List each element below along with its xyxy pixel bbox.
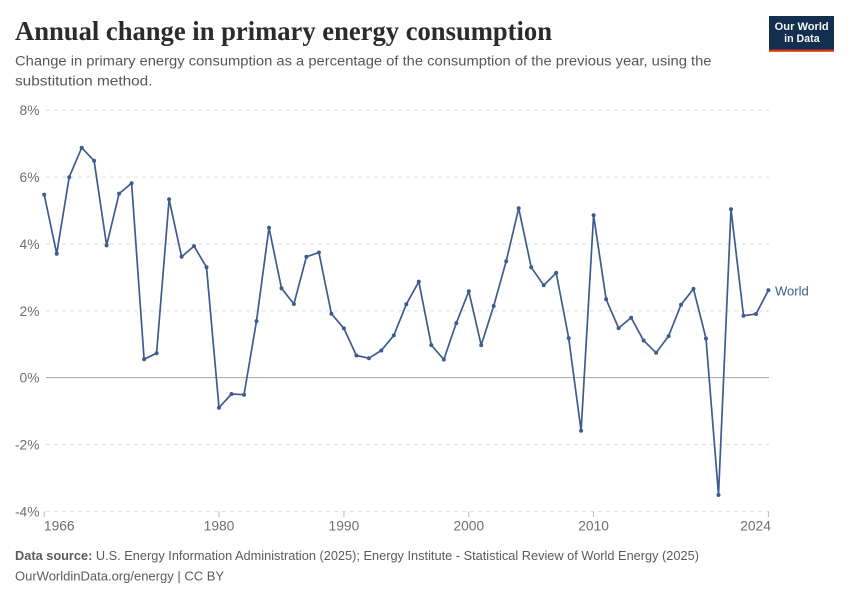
svg-text:2024: 2024 [740,519,771,534]
svg-text:Data source: U.S. Energy Infor: Data source: U.S. Energy Information Adm… [15,548,699,563]
svg-text:Annual change in primary energ: Annual change in primary energy consumpt… [15,16,552,46]
svg-text:1990: 1990 [329,519,360,534]
svg-text:-2%: -2% [15,438,40,453]
svg-text:substitution method.: substitution method. [15,74,153,90]
svg-text:OurWorldinData.org/energy | CC: OurWorldinData.org/energy | CC BY [15,569,224,584]
svg-text:0%: 0% [20,371,40,386]
svg-text:6%: 6% [20,170,40,185]
svg-text:Our World: Our World [775,21,829,33]
svg-text:2000: 2000 [453,519,484,534]
svg-text:World: World [775,284,809,299]
svg-text:1980: 1980 [204,519,235,534]
svg-text:4%: 4% [20,237,40,252]
svg-text:8%: 8% [20,103,40,118]
svg-text:-4%: -4% [15,504,40,519]
svg-text:2%: 2% [20,304,40,319]
svg-text:1966: 1966 [44,519,75,534]
svg-text:Change in primary energy consu: Change in primary energy consumption as … [15,54,712,70]
svg-text:in Data: in Data [784,33,820,45]
svg-text:2010: 2010 [578,519,609,534]
